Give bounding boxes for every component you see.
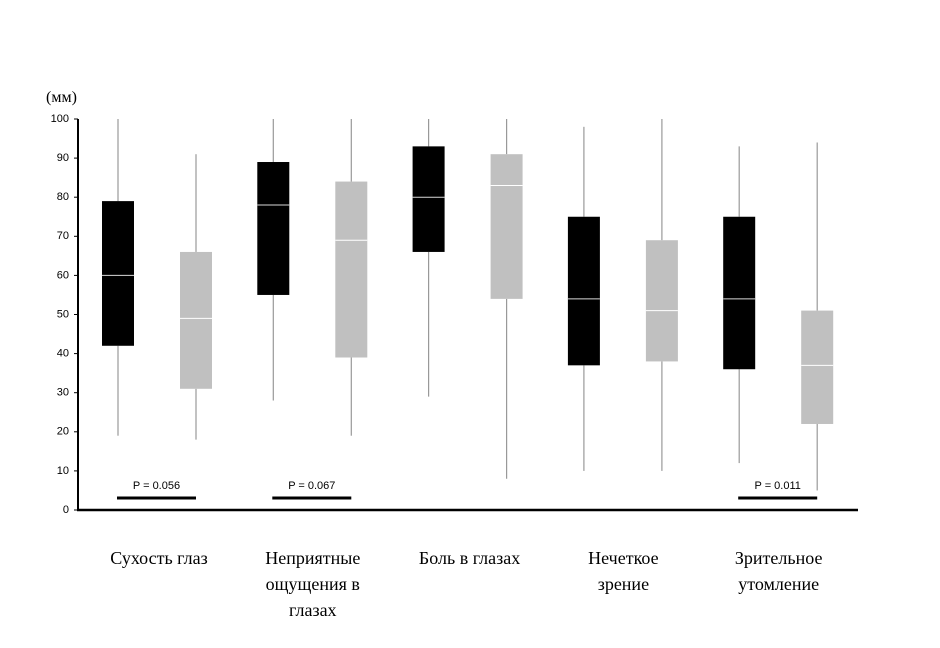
x-tick-label: Сухость глаз bbox=[110, 548, 208, 568]
box bbox=[335, 181, 368, 358]
box bbox=[490, 154, 523, 299]
y-tick-label: 20 bbox=[57, 426, 69, 438]
annotation: P = 0.056 bbox=[133, 480, 180, 492]
x-tick-label: Нечеткое зрение bbox=[588, 548, 659, 594]
y-tick-label: 70 bbox=[57, 230, 69, 242]
y-tick-label: 10 bbox=[57, 465, 69, 477]
box bbox=[180, 251, 212, 389]
y-tick-label: 0 bbox=[63, 504, 69, 516]
box bbox=[645, 240, 678, 362]
x-tick-label: Зрительное утомление bbox=[734, 548, 823, 594]
box bbox=[723, 216, 756, 370]
box bbox=[567, 216, 600, 366]
y-tick-label: 30 bbox=[57, 387, 69, 399]
x-tick-label: Неприятные ощущения в глазах bbox=[265, 548, 361, 620]
x-tick-label: Боль в глазах bbox=[418, 548, 521, 568]
box bbox=[801, 310, 834, 424]
y-tick-label: 60 bbox=[57, 269, 69, 281]
box bbox=[102, 201, 134, 346]
y-tick-label: 50 bbox=[57, 308, 69, 320]
annotation: P = 0.011 bbox=[755, 480, 801, 492]
annotation: P = 0.067 bbox=[288, 480, 335, 492]
y-tick-label: 100 bbox=[51, 113, 69, 125]
box bbox=[257, 162, 290, 295]
y-tick-label: 40 bbox=[57, 348, 69, 360]
box bbox=[412, 146, 445, 252]
y-tick-label: 90 bbox=[57, 152, 69, 164]
y-axis-label: (мм) bbox=[46, 89, 77, 106]
y-tick-label: 80 bbox=[57, 191, 69, 203]
